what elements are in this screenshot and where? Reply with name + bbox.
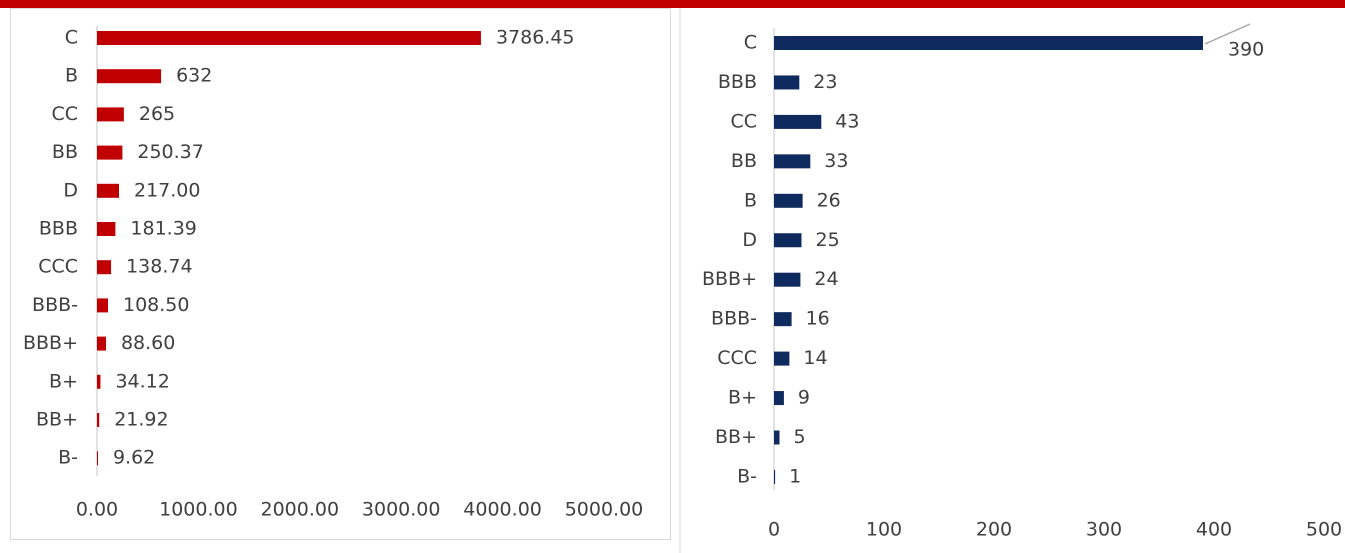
x-tick-label: 100 [866,519,902,541]
data-label: 1 [789,465,801,487]
x-tick-label: 1000.00 [159,499,238,521]
data-label: 9 [798,387,810,409]
bar [97,374,101,389]
y-tick-label: B+ [49,370,78,392]
x-tick-label: 2000.00 [261,499,340,521]
x-tick-label: 0.00 [76,499,118,521]
bar [774,75,800,90]
bar [97,451,98,466]
y-tick-label: B [65,65,78,87]
x-tick-label: 0 [768,519,780,541]
x-tick-label: 400 [1196,519,1232,541]
bar [97,107,124,122]
y-tick-label: B- [58,447,78,469]
y-tick-label: BB+ [36,409,78,431]
bar [97,336,106,351]
y-tick-label: BBB+ [23,332,78,354]
y-tick-label: BB [731,150,757,172]
data-label: 217.00 [134,179,200,201]
bar [97,145,123,160]
data-label: 138.74 [126,256,192,278]
y-tick-label: C [744,32,757,54]
data-label: 14 [803,347,827,369]
bar [774,272,801,287]
data-label: 25 [816,229,840,251]
bar [774,114,822,129]
bar [97,222,116,236]
y-tick-label: BB+ [715,426,757,448]
y-tick-label: BBB- [711,308,757,330]
bar [774,430,780,445]
y-tick-label: CCC [717,347,757,369]
data-label: 390 [1228,39,1264,61]
x-tick-label: 4000.00 [463,499,542,521]
y-tick-label: B- [737,465,757,487]
data-label: 265 [139,103,175,125]
bar [97,31,481,45]
y-tick-label: B [744,189,757,211]
bar [774,391,784,406]
y-tick-label: CC [51,103,78,125]
bar [774,312,792,327]
x-tick-label: 3000.00 [362,499,441,521]
bar [97,298,109,313]
y-tick-label: C [65,27,78,49]
bar [774,469,776,484]
data-label: 9.62 [113,447,155,469]
leader-line [1204,23,1251,45]
data-label: 21.92 [114,409,168,431]
data-label: 26 [817,189,841,211]
y-tick-label: BBB [39,218,78,240]
bar [97,183,120,198]
data-label: 24 [814,268,838,290]
y-tick-label: BBB [718,71,757,93]
y-tick-label: BBB+ [702,268,757,290]
data-label: 16 [806,308,830,330]
bar [774,351,790,366]
header-bar [0,0,1345,8]
bar [97,69,162,84]
data-label: 250.37 [137,141,203,163]
data-label: 34.12 [115,370,169,392]
bar [774,233,802,248]
bar [774,193,803,208]
x-tick-label: 5000.00 [565,499,644,521]
bar [774,36,1203,50]
y-tick-label: D [63,179,78,201]
y-tick-label: CC [730,110,757,132]
x-tick-label: 500 [1306,519,1342,541]
y-tick-label: CCC [38,256,78,278]
data-label: 181.39 [130,218,196,240]
data-label: 632 [176,65,212,87]
data-label: 43 [835,110,859,132]
y-tick-label: BBB- [32,294,78,316]
x-tick-label: 200 [976,519,1012,541]
y-tick-label: BB [52,141,78,163]
data-label: 88.60 [121,332,175,354]
bar [97,260,112,275]
bar [97,413,100,427]
data-label: 3786.45 [496,27,575,49]
y-tick-label: D [742,229,757,251]
y-tick-label: B+ [728,387,757,409]
data-label: 108.50 [123,294,189,316]
data-label: 5 [794,426,806,448]
data-label: 33 [824,150,848,172]
bar [774,154,811,169]
left-panel [10,8,671,540]
data-label: 23 [813,71,837,93]
x-tick-label: 300 [1086,519,1122,541]
